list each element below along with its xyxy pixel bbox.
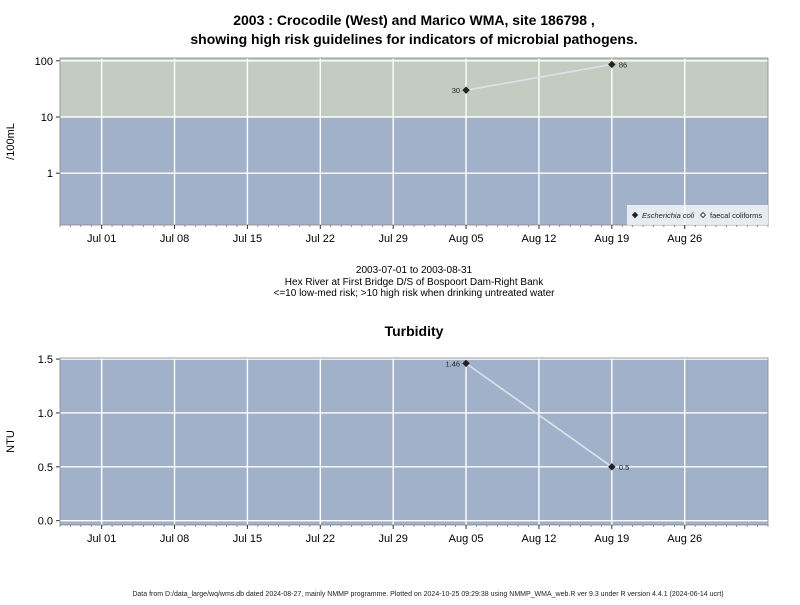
footer-note: Data from D:/data_large/wq/wms.db dated … [132, 591, 723, 598]
legend-box [627, 205, 768, 225]
microbial-panel: 1 10 100 Jul 01 Jul 08 Jul 15 Jul 22 Jul 29 Aug … [5, 56, 769, 245]
subtitle-risk-guideline: <=10 low-med risk; >10 high risk when dr… [274, 288, 556, 299]
turbidity-panel-title: Turbidity [385, 323, 444, 339]
y-tick-label: 1.0 [38, 408, 53, 420]
data-point [608, 60, 616, 69]
plot-frame [59, 357, 769, 526]
series-line [465, 63, 612, 91]
y-tick-label: 0.5 [38, 462, 53, 474]
turbidity-panel: 0.0 0.5 1.0 1.5 Jul 01 Jul 08 Jul 15 Jul 22 Jul … [5, 354, 769, 545]
legend-label-faecal-coliforms: faecal coliforms [710, 211, 762, 220]
x-tick-label: Aug 19 [594, 233, 629, 245]
data-label: 0.5 [619, 463, 629, 472]
y-tick-label: 10 [41, 112, 53, 124]
x-tick-label: Jul 22 [306, 233, 335, 245]
plot-background [60, 358, 768, 525]
plot-frame [59, 57, 769, 226]
x-tick-label: Jul 08 [160, 233, 189, 245]
x-tick-label: Aug 12 [522, 533, 557, 545]
x-tick-label: Jul 22 [306, 533, 335, 545]
data-point [608, 463, 616, 471]
x-tick-label: Aug 05 [449, 233, 484, 245]
x-tick-label: Jul 01 [87, 533, 116, 545]
x-tick-label: Aug 19 [594, 533, 629, 545]
x-tick-label: Jul 01 [87, 233, 116, 245]
x-tick-label: Jul 29 [378, 533, 407, 545]
high-risk-zone [60, 58, 768, 117]
legend-label-e-coli: Escherichia coli [642, 211, 694, 220]
x-tick-label: Jul 15 [233, 233, 262, 245]
y-tick-label: 1 [47, 168, 53, 180]
legend-marker-e-coli [631, 211, 639, 219]
data-label: 86 [619, 60, 627, 69]
y-axis-label: /100mL [5, 123, 17, 160]
x-tick-label: Aug 12 [522, 233, 557, 245]
y-tick-label: 0.0 [38, 516, 53, 528]
y-tick-label: 100 [35, 56, 53, 68]
figure-title-line2: showing high risk guidelines for indicat… [190, 31, 637, 47]
x-tick-label: Aug 26 [667, 233, 702, 245]
data-label: 30 [452, 86, 460, 95]
data-label: 1.46 [445, 359, 460, 368]
x-tick-label: Jul 08 [160, 533, 189, 545]
x-tick-label: Jul 29 [378, 233, 407, 245]
subtitle-date-range: 2003-07-01 to 2003-08-31 [356, 265, 473, 276]
subtitle-site-name: Hex River at First Bridge D/S of Bospoor… [285, 277, 544, 288]
data-point [462, 359, 470, 368]
x-tick-label: Jul 15 [233, 533, 262, 545]
x-tick-label: Aug 05 [449, 533, 484, 545]
legend-marker-faecal-coliforms [699, 211, 707, 219]
x-tick-label: Aug 26 [667, 533, 702, 545]
y-tick-label: 1.5 [38, 354, 53, 366]
figure-title-line1: 2003 : Crocodile (West) and Marico WMA, … [233, 12, 595, 28]
data-point [462, 86, 470, 94]
series-line [465, 362, 613, 468]
y-axis-label: NTU [5, 430, 17, 453]
